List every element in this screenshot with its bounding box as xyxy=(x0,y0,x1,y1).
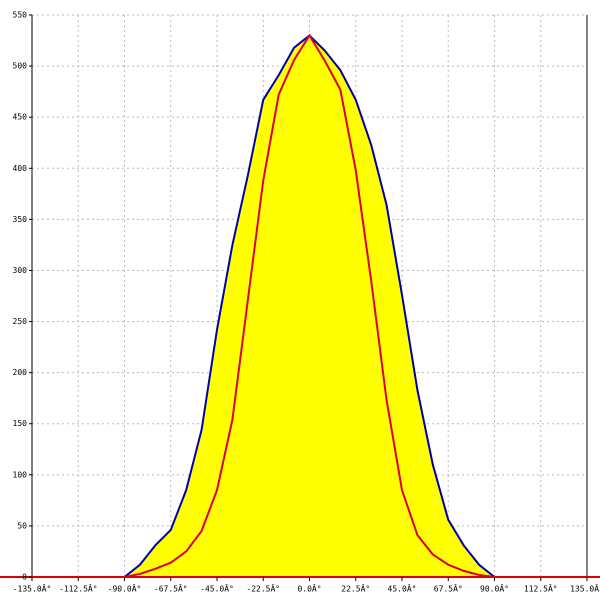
y-tick-label: 250 xyxy=(13,317,28,326)
y-tick-label: 50 xyxy=(17,521,27,530)
x-tick-label: 0.0Â° xyxy=(297,583,321,594)
x-tick-label: 22.5Â° xyxy=(341,583,370,594)
x-tick-label: 45.0Â° xyxy=(388,583,417,594)
y-tick-label: 300 xyxy=(13,266,28,275)
x-tick-label: -22.5Â° xyxy=(246,583,280,594)
x-tick-label: 90.0Â° xyxy=(480,583,509,594)
x-tick-label: 112.5Â° xyxy=(524,583,558,594)
y-tick-label: 350 xyxy=(13,215,28,224)
area-fill xyxy=(124,35,495,578)
y-tick-label: 450 xyxy=(13,113,28,122)
x-tick-label: -67.5Â° xyxy=(154,583,188,594)
x-tick-label: 135.0Â° xyxy=(570,583,600,594)
x-tick-label: -90.0Â° xyxy=(108,583,142,594)
x-tick-label: -45.0Â° xyxy=(200,583,234,594)
y-tick-label: 400 xyxy=(13,164,28,173)
y-tick-label: 100 xyxy=(13,470,28,479)
plot xyxy=(123,33,496,578)
y-tick-label: 150 xyxy=(13,419,28,428)
labels: 0 50 100 150 200 250 300 350 400 450 500 550 -135.0Â… xyxy=(13,11,600,594)
x-tick-label: -112.5Â° xyxy=(59,583,98,594)
y-tick-label: 200 xyxy=(13,368,28,377)
x-tick-label: -135.0Â° xyxy=(13,583,52,594)
y-tick-label: 500 xyxy=(13,62,28,71)
y-tick-label: 0 xyxy=(22,573,27,582)
y-tick-label: 550 xyxy=(13,11,28,20)
series-line xyxy=(124,33,495,578)
x-tick-label: 67.5Â° xyxy=(434,583,463,594)
